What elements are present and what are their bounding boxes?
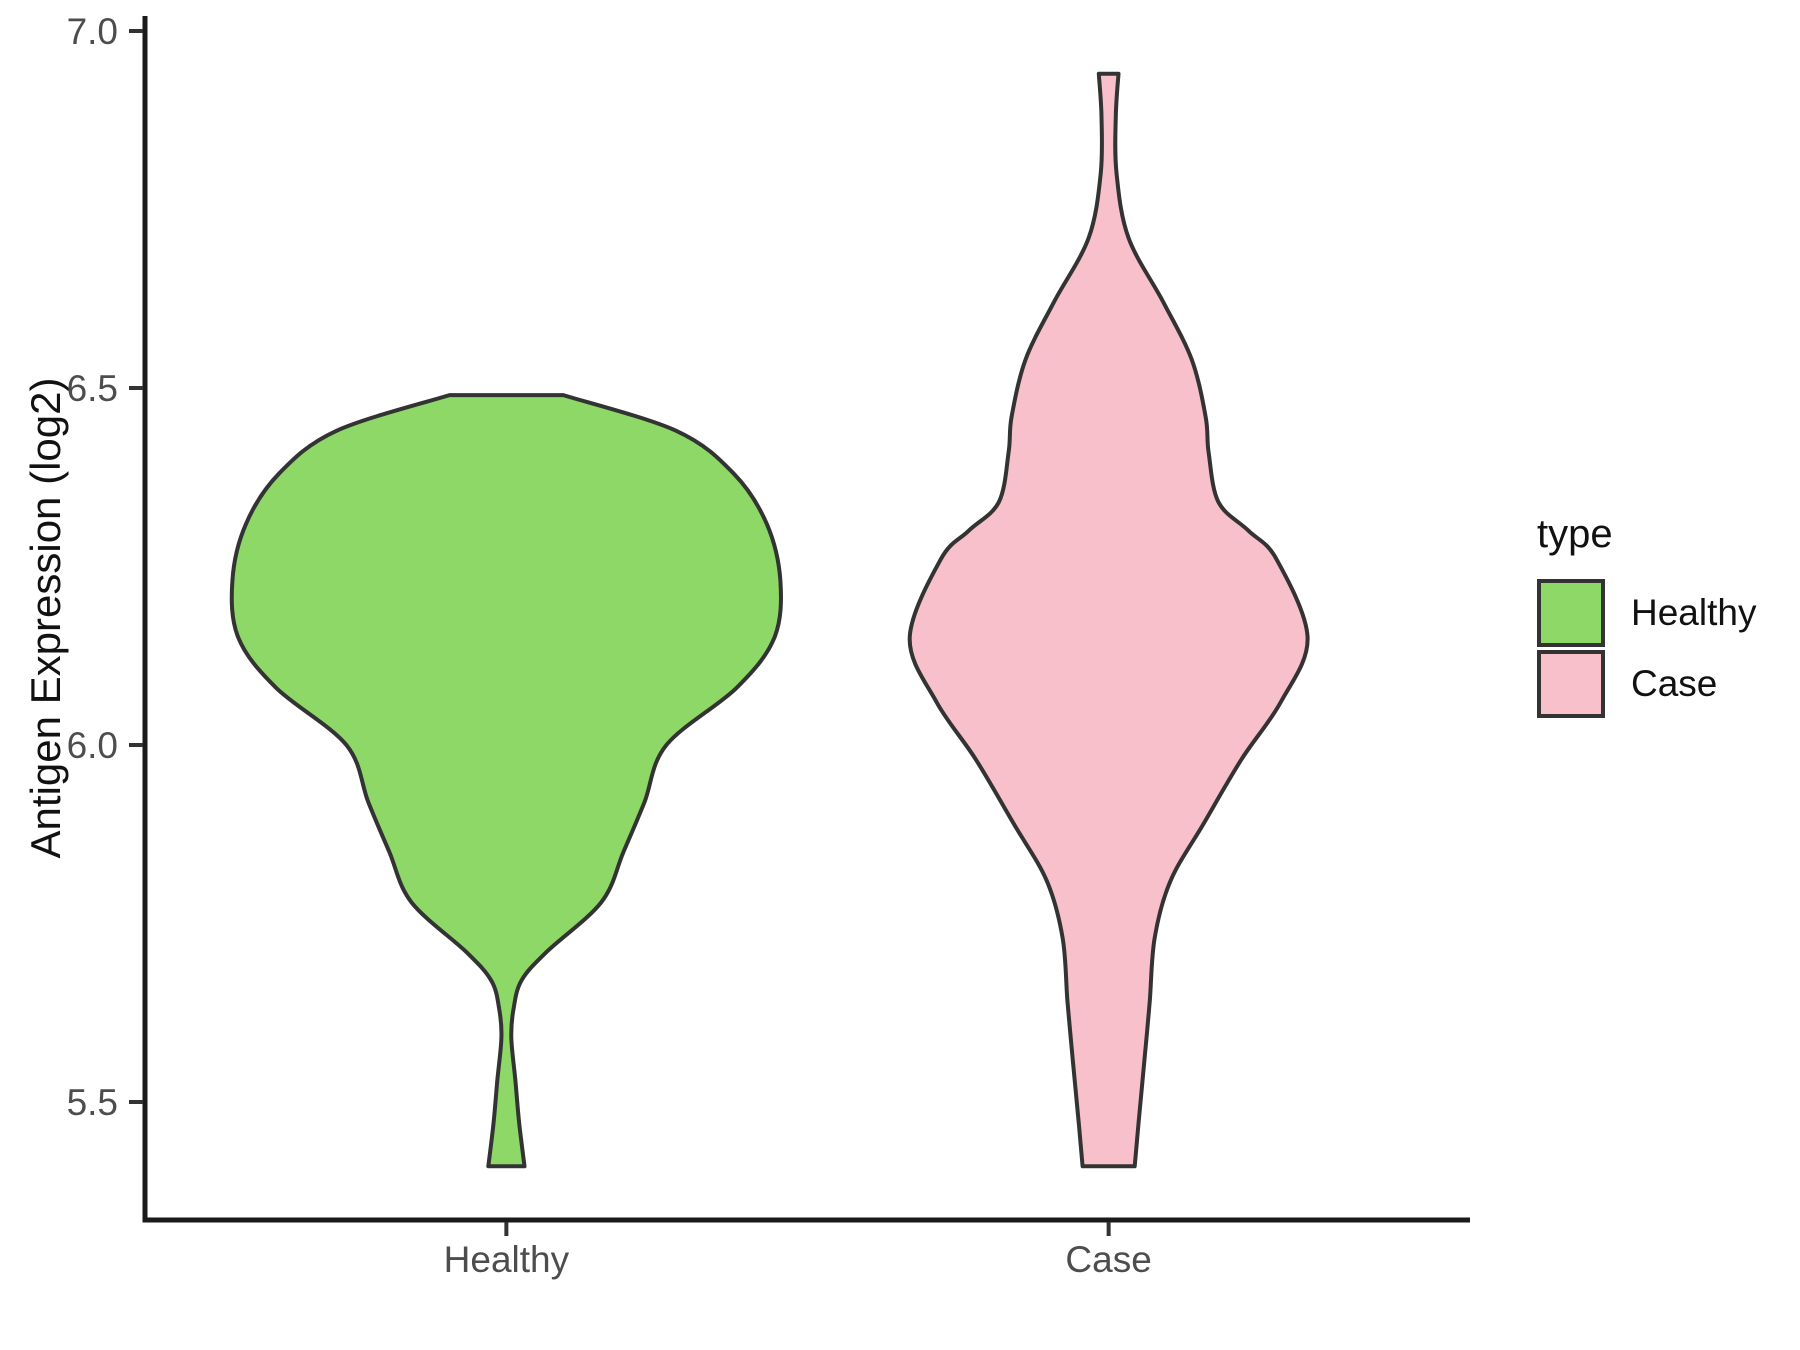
legend-label: Case — [1631, 663, 1718, 704]
y-tick-label: 5.5 — [67, 1082, 118, 1123]
y-tick-label: 6.5 — [67, 368, 118, 409]
y-tick-label: 6.0 — [67, 725, 118, 766]
x-tick-label-case: Case — [1065, 1239, 1151, 1280]
legend-entry-healthy: Healthy — [1537, 579, 1756, 647]
legend-swatch-healthy — [1537, 579, 1605, 647]
legend: type Healthy Case — [1537, 512, 1756, 721]
y-axis-title: Antigen Expression (log2) — [22, 377, 69, 859]
legend-swatch-case — [1537, 650, 1605, 718]
legend-label: Healthy — [1631, 592, 1757, 633]
legend-entries: Healthy Case — [1537, 579, 1756, 718]
y-tick-label: 7.0 — [67, 11, 118, 52]
legend-title: type — [1537, 512, 1613, 556]
violin-case — [907, 71, 1310, 1169]
violin-healthy — [229, 393, 783, 1169]
legend-entry-case: Case — [1537, 650, 1756, 718]
x-tick-label-healthy: Healthy — [444, 1239, 570, 1280]
